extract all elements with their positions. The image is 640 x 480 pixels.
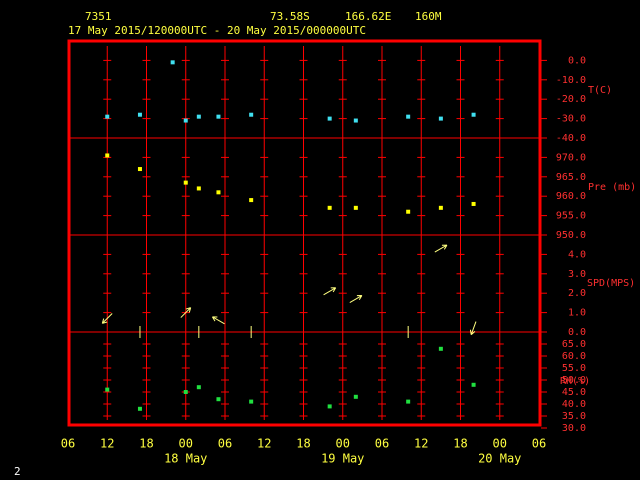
data-point bbox=[170, 60, 175, 65]
y-tick-label: -40.0 bbox=[556, 133, 586, 144]
y-axis-label: RH(%) bbox=[560, 376, 590, 387]
page-number: 2 bbox=[14, 465, 21, 478]
data-point bbox=[406, 209, 411, 214]
y-tick-label: 40.0 bbox=[562, 399, 586, 410]
x-day-label: 18 May bbox=[164, 452, 207, 466]
data-point bbox=[353, 394, 358, 399]
x-tick-label: 18 bbox=[296, 437, 310, 451]
data-point bbox=[183, 390, 188, 394]
y-tick-label: 0.0 bbox=[568, 55, 586, 66]
x-tick-label: 06 bbox=[532, 437, 546, 451]
data-point bbox=[196, 385, 201, 390]
period: 17 May 2015/120000UTC - 20 May 2015/0000… bbox=[68, 24, 366, 37]
y-tick-label: 960.0 bbox=[556, 191, 586, 202]
wind-arrow bbox=[434, 244, 448, 253]
x-tick-label: 06 bbox=[218, 437, 232, 451]
latitude: 73.58S bbox=[270, 10, 310, 23]
x-tick-label: 00 bbox=[493, 437, 507, 451]
y-tick-label: -10.0 bbox=[556, 75, 586, 86]
data-point bbox=[137, 167, 142, 172]
data-point bbox=[327, 404, 332, 409]
x-tick-label: 18 bbox=[139, 437, 153, 451]
data-point bbox=[105, 114, 110, 119]
elevation: 160M bbox=[415, 10, 442, 23]
data-point bbox=[249, 198, 254, 203]
data-point bbox=[249, 399, 254, 404]
y-tick-label: 950.0 bbox=[556, 230, 586, 241]
wind-arrow bbox=[211, 316, 225, 325]
longitude: 166.62E bbox=[345, 10, 391, 23]
wind-arrow bbox=[349, 295, 363, 303]
y-tick-label: 0.0 bbox=[568, 327, 586, 338]
y-tick-label: 35.0 bbox=[562, 411, 586, 422]
x-day-label: 20 May bbox=[478, 452, 521, 466]
data-point bbox=[216, 114, 221, 119]
data-point bbox=[438, 116, 443, 121]
y-tick-label: -20.0 bbox=[556, 94, 586, 105]
data-point bbox=[406, 399, 411, 404]
data-point bbox=[406, 114, 411, 119]
data-point bbox=[196, 114, 201, 119]
x-tick-label: 12 bbox=[100, 437, 114, 451]
y-tick-label: 955.0 bbox=[556, 211, 586, 222]
x-tick-label: 12 bbox=[414, 437, 428, 451]
wind-arrow bbox=[469, 321, 477, 336]
data-point bbox=[438, 346, 443, 351]
y-tick-label: 50.0 bbox=[562, 375, 586, 386]
y-tick-label: 55.0 bbox=[562, 363, 586, 374]
y-tick-label: -30.0 bbox=[556, 114, 586, 125]
data-point bbox=[471, 112, 476, 117]
wind-arrow bbox=[323, 287, 337, 296]
wind-arrow bbox=[101, 313, 113, 324]
y-tick-label: 1.0 bbox=[568, 308, 586, 319]
data-point bbox=[137, 406, 142, 411]
data-point bbox=[438, 205, 443, 210]
data-point bbox=[183, 180, 188, 185]
y-axis-label: SPD(MPS) bbox=[587, 278, 635, 289]
y-tick-label: 60.0 bbox=[562, 351, 586, 362]
data-point bbox=[471, 382, 476, 387]
data-point bbox=[196, 186, 201, 191]
y-tick-label: 45.0 bbox=[562, 387, 586, 398]
station-id: 7351 bbox=[85, 10, 112, 23]
x-tick-label: 00 bbox=[179, 437, 193, 451]
data-point bbox=[327, 205, 332, 210]
y-axis-label: T(C) bbox=[588, 85, 612, 96]
data-point bbox=[249, 112, 254, 117]
y-tick-label: 30.0 bbox=[562, 423, 586, 434]
frame bbox=[67, 39, 542, 427]
x-tick-label: 06 bbox=[375, 437, 389, 451]
data-point bbox=[216, 397, 221, 402]
data-point bbox=[353, 118, 358, 123]
x-tick-label: 06 bbox=[61, 437, 75, 451]
y-tick-label: 2.0 bbox=[568, 288, 586, 299]
data-point bbox=[105, 387, 110, 392]
x-day-label: 19 May bbox=[321, 452, 364, 466]
y-axis-label: Pre (mb) bbox=[588, 182, 636, 193]
data-point bbox=[137, 112, 142, 117]
x-tick-label: 18 bbox=[453, 437, 467, 451]
y-tick-label: 965.0 bbox=[556, 172, 586, 183]
data-point bbox=[353, 205, 358, 210]
data-point bbox=[327, 116, 332, 121]
y-tick-label: 3.0 bbox=[568, 269, 586, 280]
y-tick-label: 4.0 bbox=[568, 249, 586, 260]
x-tick-label: 00 bbox=[336, 437, 350, 451]
y-tick-label: 65.0 bbox=[562, 339, 586, 350]
data-point bbox=[216, 190, 221, 195]
data-point bbox=[471, 201, 476, 206]
data-point bbox=[105, 153, 110, 158]
x-tick-label: 12 bbox=[257, 437, 271, 451]
wind-arrow bbox=[180, 307, 192, 318]
y-tick-label: 970.0 bbox=[556, 152, 586, 163]
data-point bbox=[183, 118, 188, 123]
